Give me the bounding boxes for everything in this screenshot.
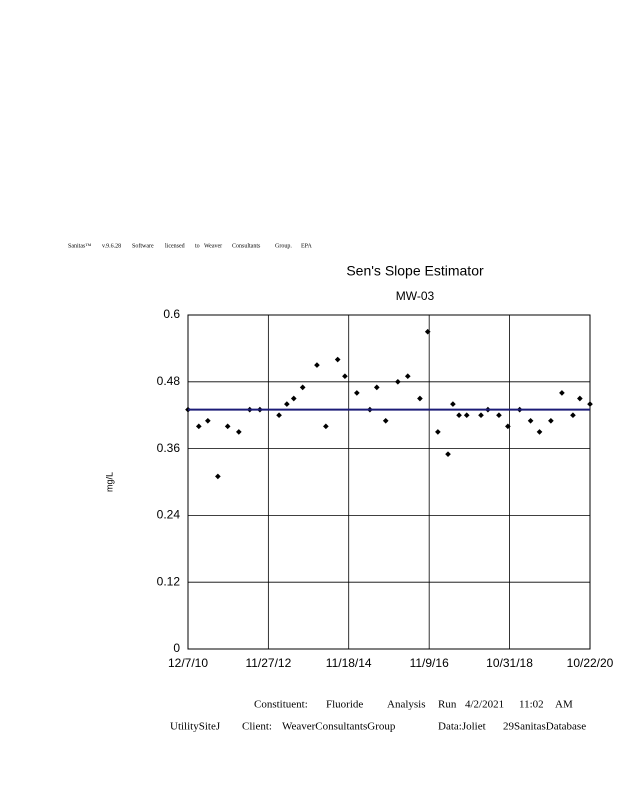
y-axis-label: mg/L (104, 472, 114, 492)
header-text: licensed (165, 243, 185, 249)
footer-text: UtilitySiteJ (170, 721, 221, 733)
footer-text: Run (438, 699, 457, 711)
point (284, 401, 290, 407)
footer-text: Constituent: (254, 699, 308, 711)
point (424, 328, 431, 335)
point (314, 362, 320, 368)
y-tick-label: 0.48 (157, 374, 181, 388)
point (299, 384, 306, 391)
footer-text: Data:Joliet (438, 721, 486, 733)
x-tick-label: 11/9/16 (410, 656, 449, 670)
y-tick-label: 0 (173, 641, 180, 655)
point (496, 412, 502, 419)
point (276, 412, 282, 419)
x-tick-label: 11/27/12 (245, 656, 291, 670)
point (478, 412, 484, 419)
point (215, 473, 221, 480)
point (235, 429, 242, 435)
header-text: Consultants (232, 243, 261, 249)
header-text: EPA (301, 243, 312, 249)
header-text: to (195, 243, 200, 249)
point (445, 451, 451, 457)
x-tick-label: 12/7/10 (168, 656, 208, 670)
footer-text: WeaverConsultantsGroup (282, 721, 396, 733)
y-tick-label: 0.36 (157, 441, 181, 455)
x-tick-label: 10/22/20 (567, 656, 614, 670)
x-tick-label: 11/18/14 (326, 656, 372, 670)
point (404, 373, 411, 380)
footer-text: Client: (242, 721, 272, 733)
point (505, 423, 511, 430)
header-text: Sanitas™ (68, 243, 91, 249)
point (395, 378, 401, 385)
point (587, 401, 593, 407)
point (373, 384, 380, 391)
chart-title: Sen's Slope Estimator (346, 263, 484, 279)
point (536, 429, 543, 435)
point (224, 423, 231, 430)
point (205, 417, 211, 424)
header-text: Group. (275, 243, 292, 249)
point (195, 423, 202, 430)
point (577, 395, 583, 402)
footer-text: Analysis (387, 699, 426, 711)
footer-text: AM (555, 699, 573, 711)
point (323, 423, 329, 430)
y-tick-label: 0.24 (157, 508, 181, 522)
point (290, 395, 297, 402)
point (463, 412, 470, 419)
point (548, 417, 554, 424)
x-tick-label: 10/31/18 (486, 656, 533, 670)
footer-text: Fluoride (326, 699, 363, 711)
point (435, 429, 441, 435)
y-tick-label: 0.6 (163, 307, 180, 321)
point (342, 373, 348, 380)
footer-text: 11:02 (519, 699, 544, 711)
plot-frame (187, 314, 591, 650)
footer-text: 4/2/2021 (465, 699, 504, 711)
point (382, 417, 389, 424)
point (450, 401, 456, 407)
point (334, 356, 341, 363)
point (559, 390, 565, 396)
point (417, 395, 423, 402)
y-tick-label: 0.12 (157, 574, 181, 588)
point (570, 412, 576, 419)
point (527, 417, 534, 424)
chart-subtitle: MW-03 (396, 289, 435, 303)
footer-text: 29SanitasDatabase (503, 721, 586, 733)
header-text: Software (132, 242, 154, 249)
point (456, 412, 462, 419)
point (354, 390, 360, 396)
header-text: Weaver (204, 243, 222, 249)
header-text: v.9.6.28 (102, 243, 121, 249)
